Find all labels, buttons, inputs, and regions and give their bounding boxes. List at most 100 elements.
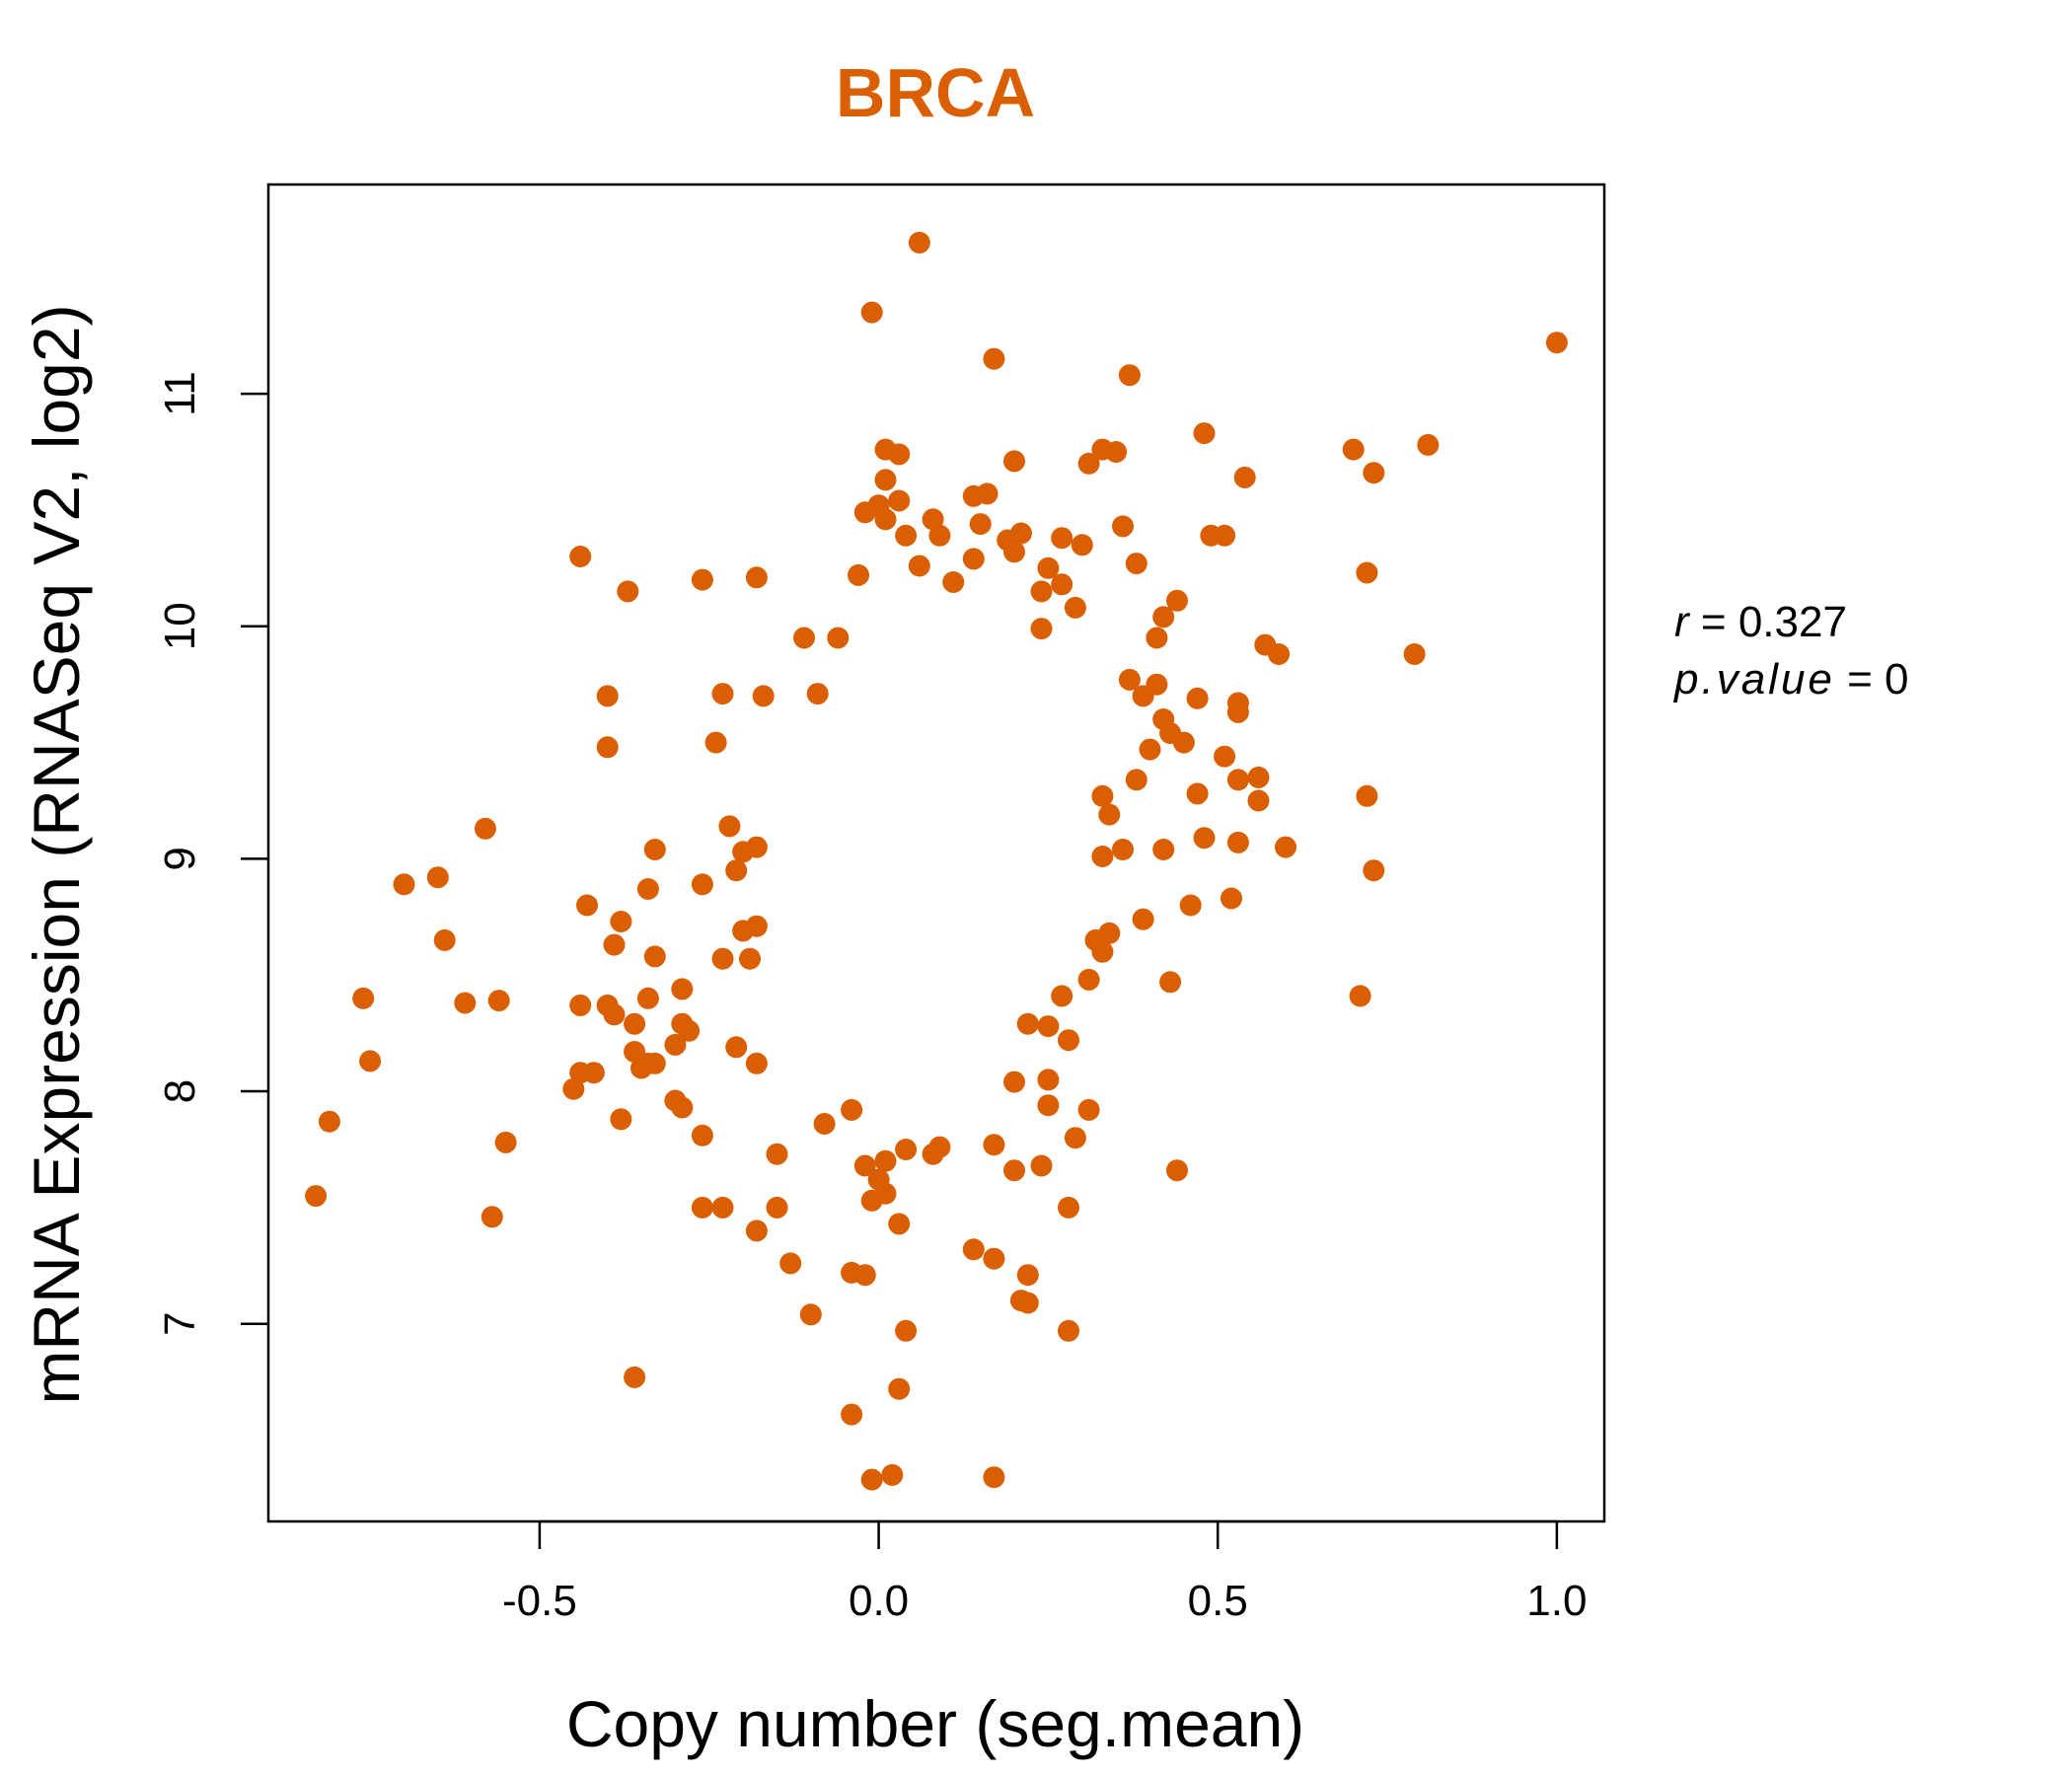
data-point (745, 1052, 768, 1074)
correlation-stats: r = 0.327 p.value = 0 (1672, 598, 1909, 703)
data-point (1009, 522, 1032, 545)
p-label: p.value (1672, 655, 1835, 703)
data-point (1071, 534, 1093, 556)
data-point (725, 1036, 748, 1059)
data-point (1058, 1029, 1079, 1052)
data-point (1037, 556, 1060, 579)
data-point (610, 1108, 632, 1131)
data-point (983, 347, 1005, 370)
x-tick-label: -0.5 (502, 1577, 577, 1625)
data-point (1003, 1071, 1025, 1093)
data-point (888, 443, 911, 466)
y-tick-label: 11 (156, 371, 204, 416)
data-point (874, 1149, 897, 1172)
data-point (1091, 438, 1114, 461)
data-point (853, 1154, 876, 1177)
data-point (745, 836, 768, 858)
data-point (1125, 769, 1147, 791)
data-point (1132, 908, 1154, 930)
data-point (1268, 643, 1291, 665)
data-point (1077, 968, 1100, 991)
data-point (643, 1052, 666, 1074)
data-point (1112, 839, 1134, 860)
x-axis: -0.5 0.0 0.5 1.0 (502, 1519, 1587, 1625)
data-point (711, 683, 734, 705)
data-point (1084, 928, 1107, 951)
data-point (1363, 859, 1385, 882)
data-point (426, 866, 449, 889)
data-point (853, 1264, 876, 1287)
data-point (718, 815, 741, 838)
data-point (806, 683, 829, 705)
data-point (1363, 462, 1385, 484)
data-point (1132, 685, 1154, 707)
data-point (1139, 738, 1161, 761)
y-tick-label: 8 (156, 1079, 204, 1103)
data-point (643, 839, 666, 860)
data-point (1159, 971, 1182, 994)
data-point (711, 1196, 734, 1219)
data-point (976, 482, 999, 505)
data-point (1058, 1196, 1079, 1219)
data-point (1275, 836, 1296, 858)
data-point (1064, 1127, 1086, 1149)
data-point (691, 873, 713, 896)
data-point (1146, 627, 1168, 649)
data-point (1037, 1094, 1060, 1117)
data-point (841, 1403, 863, 1426)
data-point (487, 990, 510, 1012)
data-point (1058, 1319, 1079, 1342)
data-point (874, 508, 897, 531)
data-point (888, 1213, 911, 1235)
x-tick-label: 1.0 (1526, 1577, 1587, 1625)
data-point (393, 873, 415, 896)
data-point (1077, 1098, 1100, 1121)
data-point (983, 1466, 1005, 1489)
data-point (1016, 1264, 1039, 1287)
data-point (1064, 596, 1086, 619)
data-point (1051, 527, 1073, 550)
data-point (569, 546, 592, 567)
data-point (569, 994, 592, 1016)
data-point (1226, 769, 1249, 791)
data-point (874, 469, 897, 491)
data-point (1016, 1292, 1039, 1314)
data-point (1030, 1154, 1053, 1177)
plot-frame (266, 183, 1606, 1523)
data-point (1118, 364, 1141, 387)
data-point (624, 1366, 646, 1388)
data-point (752, 685, 775, 707)
data-point (813, 1113, 836, 1135)
data-point (1226, 831, 1249, 853)
data-point (1349, 985, 1371, 1007)
data-point (1152, 708, 1175, 730)
data-point (305, 1185, 328, 1208)
data-point (1003, 1159, 1025, 1182)
data-point (636, 987, 659, 1009)
y-tick-label: 10 (156, 602, 204, 650)
data-point (562, 1077, 585, 1100)
data-point (745, 915, 768, 937)
data-point (664, 1033, 687, 1056)
data-point (624, 1012, 646, 1035)
data-point (1179, 894, 1202, 917)
svg-text:p.value = 0: p.value = 0 (1672, 655, 1909, 703)
y-axis: 7 8 9 10 11 (156, 371, 268, 1336)
data-point (983, 1247, 1005, 1270)
data-point (895, 1319, 918, 1342)
data-point (1098, 803, 1121, 826)
r-label: r (1674, 598, 1691, 646)
y-tick-label: 7 (156, 1311, 204, 1335)
data-point (318, 1110, 340, 1133)
data-point (691, 1196, 713, 1219)
data-point (922, 508, 944, 531)
data-point (766, 1143, 788, 1165)
data-point (603, 1003, 626, 1026)
data-point (1193, 827, 1216, 850)
data-point (1186, 687, 1209, 709)
data-point (711, 947, 734, 970)
data-point (1112, 515, 1134, 538)
data-point (1037, 1015, 1060, 1038)
data-point (942, 571, 965, 593)
